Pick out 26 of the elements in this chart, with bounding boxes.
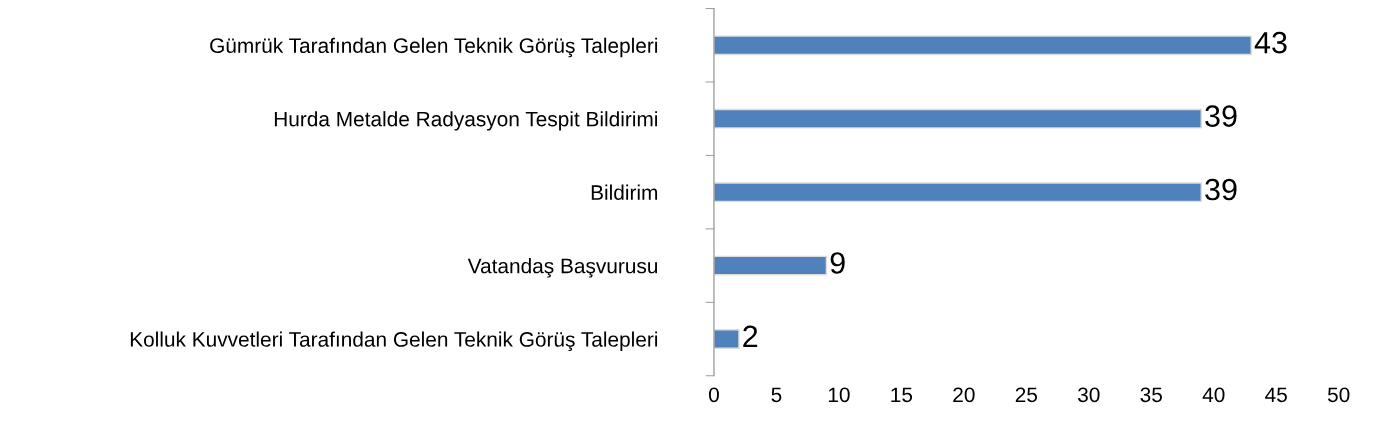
x-tick-label: 15 — [891, 387, 913, 403]
data-label: 39 — [1205, 178, 1237, 201]
y-tick-label: Gümrük Tarafından Gelen Teknik Görüş Talepleri — [210, 37, 658, 58]
data-label: 2 — [743, 325, 758, 347]
x-tick-label: 35 — [1140, 387, 1162, 403]
x-tick-label: 0 — [708, 387, 719, 403]
data-label: 9 — [830, 252, 845, 274]
bar — [713, 35, 1252, 56]
y-tick-label: Vatandaş Başvurusu — [467, 258, 658, 278]
x-tick-label: 25 — [1015, 387, 1038, 403]
data-label: 39 — [1205, 105, 1237, 127]
bar — [713, 108, 1202, 129]
y-tick-label: Kolluk Kuvvetleri Tarafından Gelen Teknik Görüş Talepleri — [130, 331, 658, 351]
data-label: 43 — [1254, 31, 1287, 54]
y-tick-label: Hurda Metalde Radyasyon Tespit Bildirimi — [274, 111, 658, 131]
x-tick-label: 10 — [828, 387, 850, 403]
x-tick-label: 50 — [1327, 387, 1350, 403]
bar — [713, 182, 1202, 203]
bar — [713, 255, 828, 276]
y-tick-label: Bildirim — [591, 184, 658, 200]
x-tick-label: 40 — [1202, 387, 1225, 403]
x-tick-label: 5 — [771, 387, 782, 403]
x-tick-label: 30 — [1078, 387, 1100, 403]
bar — [713, 329, 740, 349]
x-tick-label: 20 — [953, 387, 975, 403]
x-tick-label: 45 — [1265, 387, 1287, 403]
